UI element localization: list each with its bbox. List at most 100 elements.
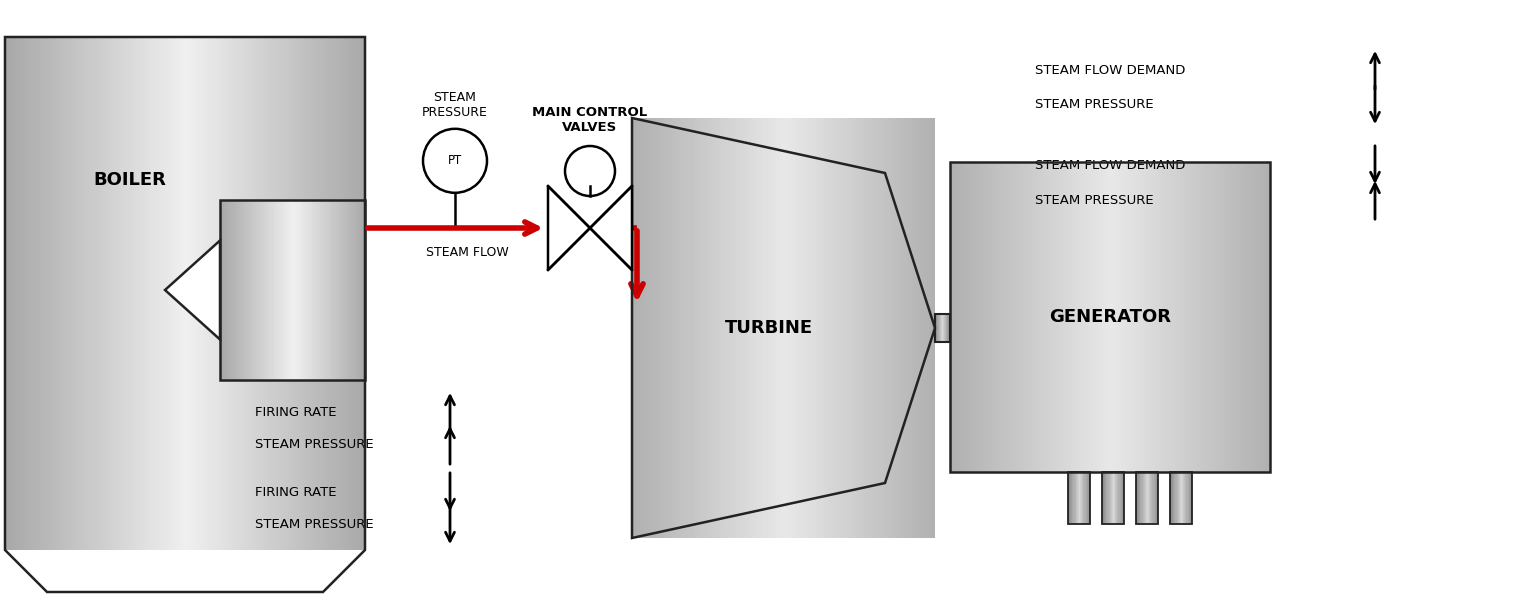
Bar	[348, 200, 351, 380]
Bar	[322, 37, 324, 550]
Bar	[872, 118, 875, 538]
Bar	[1051, 162, 1054, 472]
Bar	[363, 200, 365, 380]
Bar	[1019, 162, 1022, 472]
Bar	[236, 200, 238, 380]
Bar	[238, 37, 241, 550]
Bar	[1217, 162, 1220, 472]
Bar	[319, 37, 322, 550]
Bar	[1179, 162, 1182, 472]
Bar	[103, 37, 106, 550]
Bar	[1240, 162, 1243, 472]
Bar	[316, 200, 318, 380]
Bar	[766, 118, 769, 538]
Bar	[303, 37, 306, 550]
Bar	[265, 200, 268, 380]
Bar	[1033, 162, 1036, 472]
Bar	[665, 118, 668, 538]
Bar	[230, 37, 233, 550]
Bar	[209, 37, 212, 550]
Bar	[861, 118, 864, 538]
Bar	[176, 37, 179, 550]
Bar	[288, 37, 291, 550]
Bar	[907, 118, 910, 538]
Bar	[963, 162, 966, 472]
Bar	[5, 37, 8, 550]
Bar	[910, 118, 913, 538]
Bar	[1228, 162, 1231, 472]
Bar	[831, 118, 834, 538]
Bar	[816, 118, 819, 538]
Bar	[672, 118, 675, 538]
Bar	[1204, 162, 1207, 472]
Bar	[763, 118, 766, 538]
Bar	[223, 200, 224, 380]
Bar	[699, 118, 702, 538]
Bar	[1028, 162, 1030, 472]
Bar	[824, 118, 827, 538]
Bar	[327, 200, 329, 380]
Polygon shape	[165, 241, 220, 340]
Bar	[760, 118, 763, 538]
Bar	[707, 118, 710, 538]
Bar	[339, 200, 342, 380]
Bar	[1161, 162, 1164, 472]
Bar	[842, 118, 845, 538]
Bar	[1036, 162, 1039, 472]
Bar	[917, 118, 921, 538]
Bar	[728, 118, 731, 538]
Bar	[914, 118, 917, 538]
Bar	[721, 118, 724, 538]
Bar	[77, 37, 80, 550]
Bar	[1211, 162, 1214, 472]
Bar	[990, 162, 993, 472]
Bar	[362, 37, 365, 550]
Bar	[1040, 162, 1043, 472]
Bar	[351, 37, 353, 550]
Bar	[91, 37, 94, 550]
Bar	[301, 200, 304, 380]
Bar	[1126, 162, 1129, 472]
Bar	[949, 162, 1270, 472]
Bar	[1067, 162, 1070, 472]
Bar	[995, 162, 998, 472]
Bar	[227, 200, 229, 380]
Bar	[274, 37, 277, 550]
Bar	[279, 37, 282, 550]
Bar	[846, 118, 849, 538]
Bar	[148, 37, 151, 550]
Bar	[1264, 162, 1267, 472]
Bar	[743, 118, 746, 538]
Bar	[631, 118, 634, 538]
Bar	[834, 118, 837, 538]
Bar	[118, 37, 121, 550]
Bar	[50, 37, 53, 550]
Bar	[877, 118, 880, 538]
Polygon shape	[5, 37, 365, 592]
Bar	[206, 37, 209, 550]
Bar	[235, 37, 238, 550]
Bar	[226, 200, 227, 380]
Bar	[977, 162, 980, 472]
Bar	[1046, 162, 1049, 472]
Bar	[710, 118, 713, 538]
Bar	[895, 118, 898, 538]
Bar	[48, 37, 51, 550]
Bar	[1257, 162, 1260, 472]
Bar	[1081, 162, 1084, 472]
Bar	[875, 118, 877, 538]
Bar	[297, 200, 298, 380]
Bar	[1092, 162, 1095, 472]
Bar	[857, 118, 860, 538]
Bar	[338, 200, 339, 380]
Text: STEAM FLOW: STEAM FLOW	[425, 246, 509, 259]
Bar	[1158, 162, 1161, 472]
Bar	[156, 37, 159, 550]
Bar	[201, 37, 204, 550]
Bar	[316, 37, 319, 550]
Bar	[1102, 162, 1105, 472]
Bar	[845, 118, 846, 538]
Bar	[1238, 162, 1241, 472]
Bar	[360, 37, 363, 550]
Bar	[781, 118, 784, 538]
